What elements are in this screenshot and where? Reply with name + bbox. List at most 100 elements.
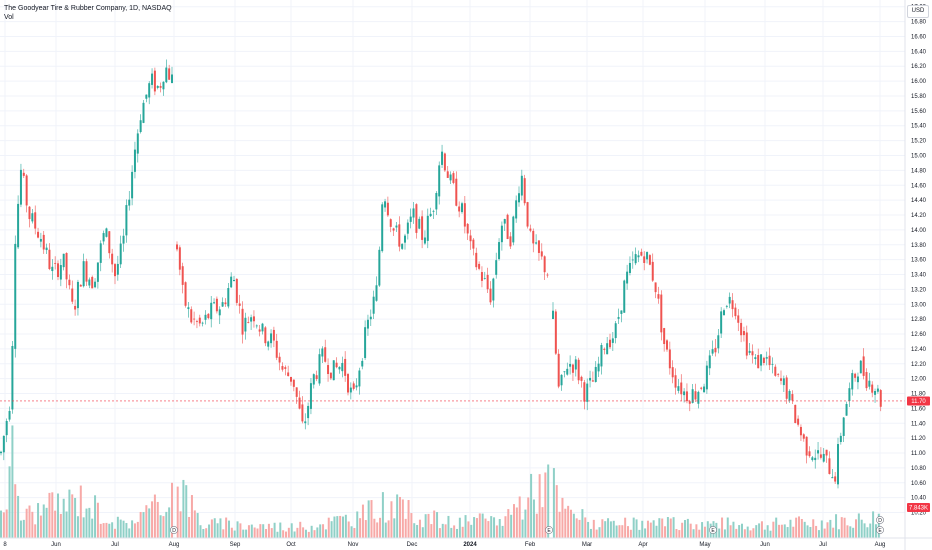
volume-bar xyxy=(701,522,704,538)
volume-bar xyxy=(490,516,493,538)
candle xyxy=(94,278,97,289)
candle xyxy=(122,228,125,252)
volume-bar xyxy=(387,520,390,538)
volume-bar xyxy=(501,525,504,538)
candle xyxy=(480,266,483,288)
volume-bar xyxy=(31,511,34,538)
candle xyxy=(119,235,122,269)
volume-bar xyxy=(723,529,726,538)
volume-bar xyxy=(592,519,595,538)
candle xyxy=(281,362,284,372)
volume-bar xyxy=(99,523,102,538)
volume-bar xyxy=(307,531,310,538)
volume-bar xyxy=(273,522,276,538)
candle xyxy=(822,448,825,463)
candle xyxy=(566,362,569,376)
volume-bar xyxy=(2,512,5,538)
volume-bar xyxy=(74,497,77,538)
event-marker[interactable]: E xyxy=(709,526,717,534)
currency-button[interactable]: USD xyxy=(907,5,929,18)
candle xyxy=(660,290,663,341)
volume-bar xyxy=(803,521,806,538)
candle xyxy=(221,297,224,308)
volume-bar xyxy=(607,518,610,538)
volume-bar xyxy=(627,526,629,538)
candle xyxy=(591,371,594,382)
event-marker[interactable]: D xyxy=(170,526,178,534)
candle xyxy=(298,390,301,410)
volume-bar xyxy=(219,518,222,538)
volume-bar xyxy=(444,524,447,538)
candle xyxy=(418,216,421,230)
candle xyxy=(520,169,523,201)
candle xyxy=(68,274,71,290)
volume-bar xyxy=(5,509,8,538)
volume-bar xyxy=(85,508,88,538)
candle xyxy=(737,309,740,332)
event-marker[interactable]: E xyxy=(545,526,553,534)
candle xyxy=(111,248,114,273)
candle xyxy=(569,355,572,375)
volume-bar xyxy=(361,504,364,538)
candle xyxy=(654,282,657,299)
candle xyxy=(195,319,198,329)
volume-bar xyxy=(176,486,179,538)
event-markers: D E E ED xyxy=(170,516,884,534)
candle xyxy=(378,246,381,287)
candle xyxy=(777,373,780,378)
candle xyxy=(230,272,233,289)
candle xyxy=(492,277,495,308)
volume-bar xyxy=(19,520,22,538)
volume-bar xyxy=(333,516,336,538)
volume-bar xyxy=(453,525,456,538)
candle xyxy=(794,404,797,424)
candle xyxy=(452,171,455,185)
volume-bar xyxy=(228,520,230,538)
candle xyxy=(498,238,501,261)
candle xyxy=(512,215,515,246)
candle xyxy=(37,227,40,239)
candle xyxy=(369,309,372,326)
candle xyxy=(278,352,281,371)
y-tick-label: 13.80 xyxy=(911,243,927,249)
volume-bar xyxy=(0,510,2,538)
candle xyxy=(859,359,862,374)
volume-bar xyxy=(564,508,567,538)
volume-bar xyxy=(769,530,772,538)
x-tick-label: Apr xyxy=(638,542,647,548)
volume-bar xyxy=(37,503,40,538)
x-tick-label: 2024 xyxy=(463,542,477,548)
volume-bar xyxy=(458,517,461,538)
volume-bar xyxy=(609,521,612,538)
candle xyxy=(352,381,355,391)
time-axis[interactable]: 8 Jun Jul Aug Sep Oct Nov Dec 2024 Feb Mar Apr May Ju… xyxy=(3,542,885,548)
volume-bar xyxy=(467,521,470,538)
event-marker[interactable]: E xyxy=(876,526,884,534)
volume-bar xyxy=(618,525,621,538)
y-tick-label: 15.20 xyxy=(911,139,927,145)
volume-bar xyxy=(772,521,775,538)
volume-bar xyxy=(877,513,880,538)
volume-bar xyxy=(156,501,159,538)
volume-bar xyxy=(766,525,769,538)
candle xyxy=(691,383,694,404)
candle xyxy=(600,342,603,375)
volume-bar xyxy=(319,524,322,538)
candle xyxy=(190,306,193,324)
candle xyxy=(509,232,512,250)
volume-bar xyxy=(279,522,282,538)
event-marker[interactable]: D xyxy=(876,516,884,524)
candle xyxy=(643,251,646,271)
candle xyxy=(560,374,563,391)
candle xyxy=(774,364,777,377)
candle xyxy=(463,196,466,234)
volume-bar xyxy=(370,500,373,538)
candle xyxy=(765,351,768,366)
candle xyxy=(879,389,882,412)
volume-bar xyxy=(780,524,783,538)
x-tick-label: Aug xyxy=(875,542,886,548)
candle xyxy=(321,346,324,363)
candle xyxy=(275,333,278,361)
price-axis[interactable]: 10.20 10.40 10.60 10.80 11.00 11.20 11.40 11.60… xyxy=(911,5,927,517)
